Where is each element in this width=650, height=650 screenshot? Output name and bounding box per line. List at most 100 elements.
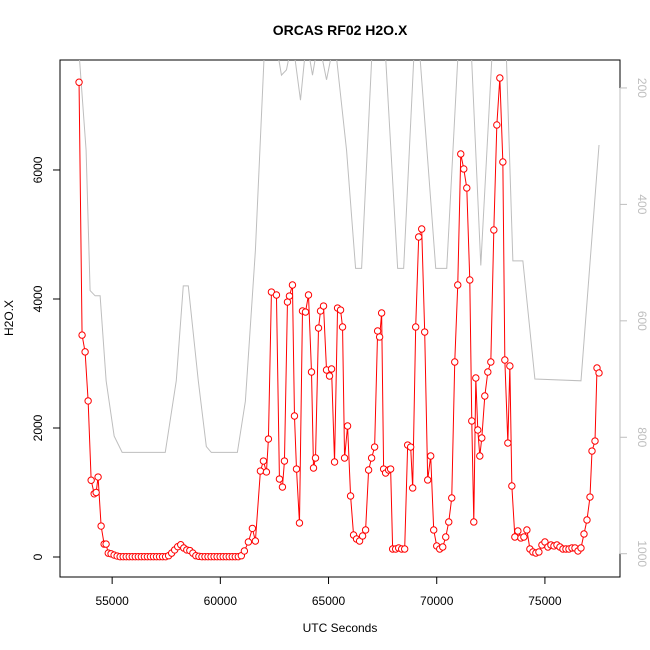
data-point: [493, 121, 501, 129]
data-point: [375, 333, 384, 341]
data-point: [97, 522, 105, 530]
data-point: [468, 417, 476, 425]
data-point: [272, 291, 281, 299]
data-point: [87, 476, 95, 484]
data-point: [424, 476, 432, 484]
data-point: [474, 426, 482, 434]
y2-tick-label: 1000: [635, 540, 649, 567]
data-point: [301, 308, 310, 316]
data-point: [414, 233, 423, 241]
data-point: [520, 533, 528, 541]
data-point: [470, 518, 478, 526]
x-axis-label: UTC Seconds: [303, 621, 378, 635]
data-point: [445, 518, 453, 526]
data-point: [408, 484, 417, 492]
y2-tick-label: 800: [635, 427, 649, 447]
data-point: [499, 158, 507, 166]
data-point: [439, 543, 447, 551]
chart-title: ORCAS RF02 H2O.X: [273, 22, 408, 38]
data-point: [583, 516, 591, 524]
x-tick-label: 60000: [204, 594, 238, 608]
data-point: [506, 362, 514, 370]
y-tick-label: 0: [31, 553, 45, 560]
data-point: [102, 540, 110, 548]
data-point: [373, 327, 382, 335]
data-point: [278, 483, 287, 491]
data-point: [487, 358, 495, 366]
data-point: [330, 458, 339, 466]
data-point: [595, 369, 603, 377]
y2-tick-label: 400: [635, 194, 649, 214]
data-point: [292, 465, 301, 473]
data-point: [340, 454, 349, 462]
data-point: [442, 533, 450, 541]
data-point: [361, 526, 370, 534]
data-point: [290, 412, 299, 420]
data-point: [358, 532, 367, 540]
data-point: [370, 443, 379, 451]
data-point: [314, 324, 323, 332]
data-point: [240, 547, 249, 555]
y-tick-label: 4000: [31, 285, 45, 312]
data-point: [343, 422, 352, 430]
data-point: [481, 392, 489, 400]
data-point: [457, 150, 465, 158]
data-point: [588, 447, 596, 455]
y2-tick-label: 200: [635, 78, 649, 98]
data-point: [472, 374, 480, 382]
data-point: [251, 537, 260, 545]
data-point: [490, 226, 498, 234]
data-point: [309, 464, 318, 472]
y-tick-label: 2000: [31, 414, 45, 441]
data-point: [307, 368, 316, 376]
data-point: [430, 526, 438, 534]
data-point: [504, 439, 512, 447]
data-point: [364, 466, 373, 474]
data-point: [420, 328, 429, 336]
data-point: [501, 356, 509, 364]
data-point: [511, 533, 519, 541]
data-point: [454, 281, 462, 289]
data-point: [78, 331, 86, 339]
data-point: [84, 397, 92, 405]
data-point: [580, 530, 588, 538]
data-point: [295, 519, 304, 527]
data-point: [496, 74, 504, 82]
data-point: [285, 292, 294, 300]
data-point: [508, 482, 516, 490]
data-point: [94, 473, 102, 481]
data-point: [476, 452, 484, 460]
data-point: [288, 281, 297, 289]
data-point: [338, 323, 347, 331]
data-point: [81, 348, 89, 356]
data-point: [386, 465, 395, 473]
data-point: [411, 323, 420, 331]
data-point: [75, 78, 83, 86]
data-point: [451, 358, 459, 366]
y-tick-label: 6000: [31, 156, 45, 183]
data-point: [406, 443, 415, 451]
data-point: [478, 434, 486, 442]
data-point: [400, 545, 409, 553]
data-point: [591, 437, 599, 445]
data-point: [311, 454, 320, 462]
data-point: [523, 526, 531, 534]
data-point: [377, 309, 386, 317]
data-point: [448, 494, 456, 502]
data-point: [327, 365, 336, 373]
data-point: [336, 306, 345, 314]
data-point: [484, 368, 492, 376]
data-point: [259, 457, 268, 465]
series-line: [79, 60, 600, 453]
data-point: [92, 488, 100, 497]
data-point: [248, 524, 257, 533]
data-point: [304, 291, 313, 299]
y-axis-label: H2O.X: [2, 300, 16, 336]
data-point: [325, 372, 334, 380]
data-point: [256, 467, 265, 475]
data-point: [280, 457, 289, 465]
data-point: [427, 452, 435, 460]
